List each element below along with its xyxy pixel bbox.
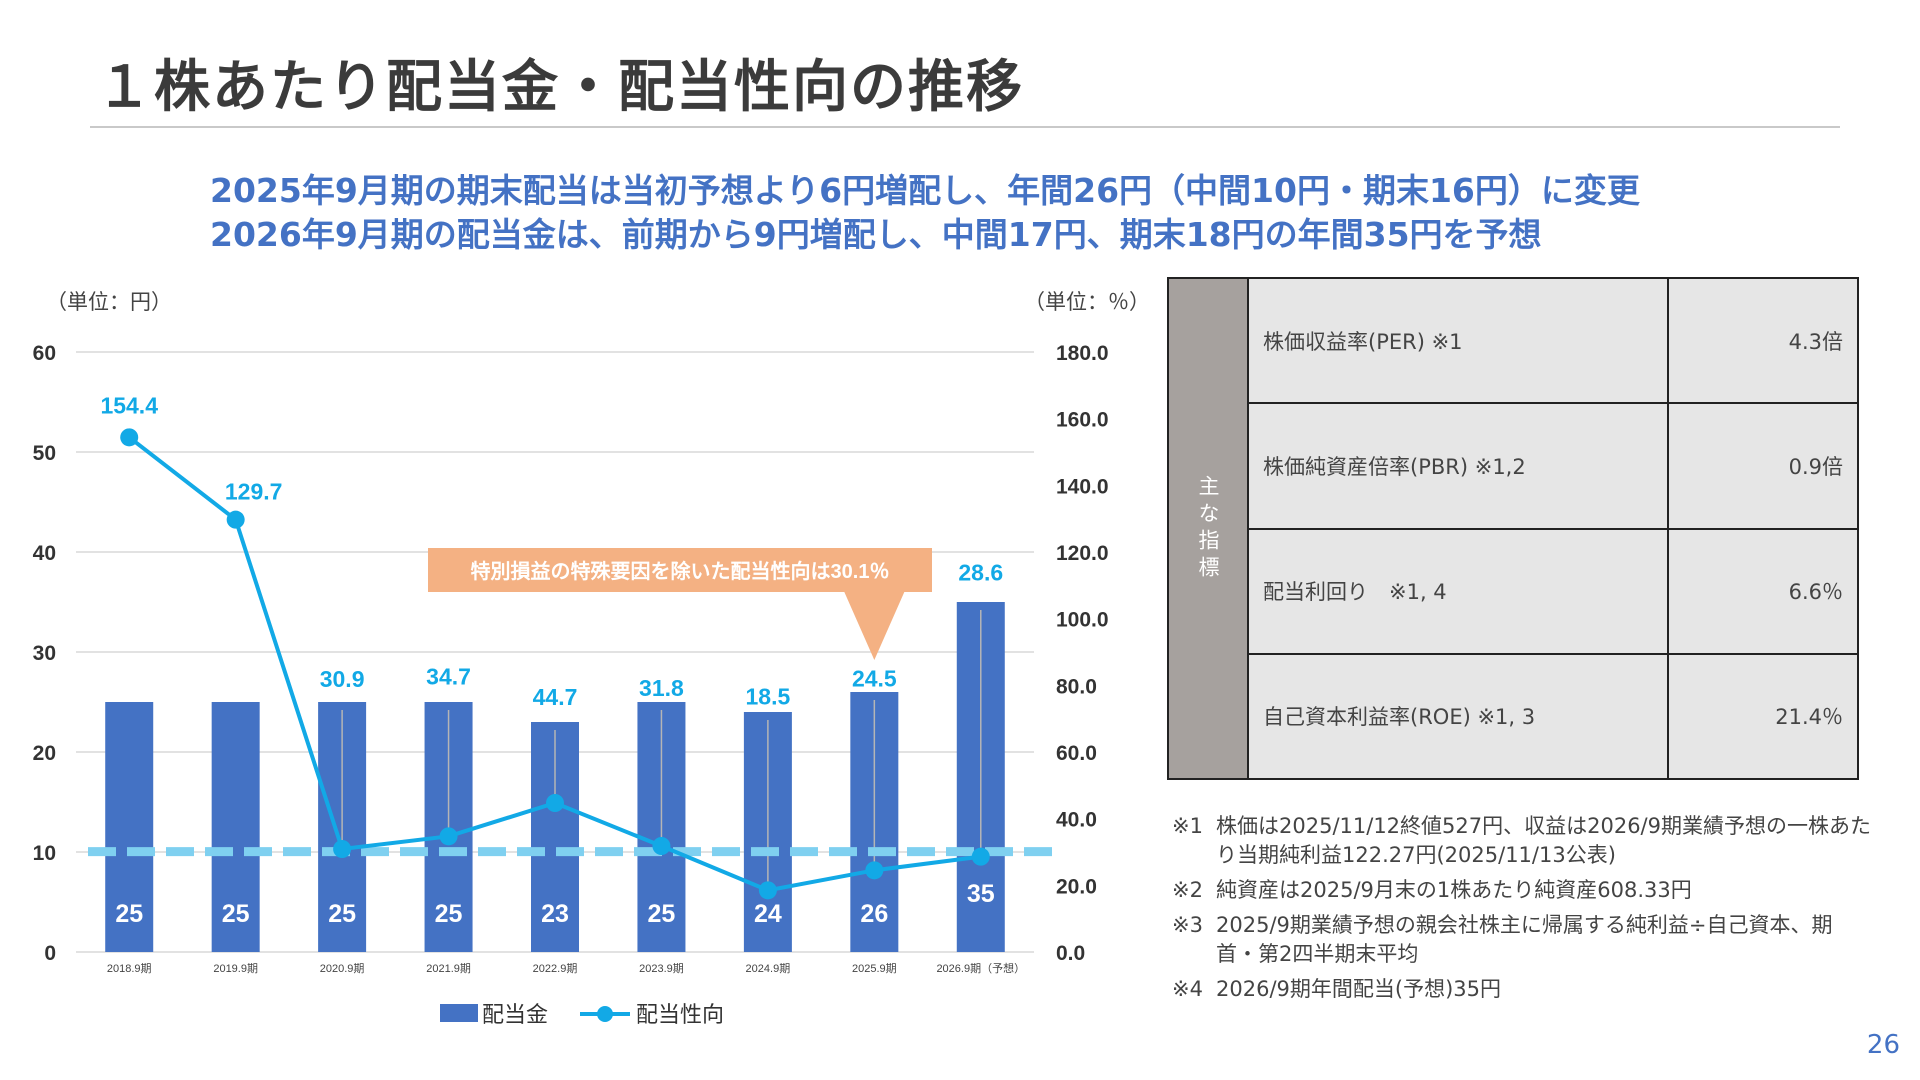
payout-ratio-point — [333, 840, 352, 858]
indicator-value-pbr: 0.9倍 — [1669, 404, 1857, 530]
payout-ratio-label: 18.5 — [746, 683, 791, 709]
payout-ratio-label: 28.6 — [958, 560, 1003, 586]
payout-ratio-point — [652, 837, 671, 855]
y-right-tick-label: 100.0 — [1056, 609, 1109, 632]
y-left-tick-label: 20 — [33, 742, 56, 765]
footnote: ※2 純資産は2025/9月末の1株あたり純資産608.33円 — [1172, 878, 1692, 902]
left-axis-unit: （単位：円） — [46, 290, 172, 314]
payout-ratio-label: 34.7 — [426, 663, 471, 689]
page-number: 26 — [1866, 1030, 1900, 1060]
title-divider — [90, 126, 1840, 128]
y-left-tick-label: 10 — [33, 842, 56, 865]
x-category-label: 2026.9期（予想） — [936, 961, 1025, 975]
x-category-label: 2018.9期 — [107, 962, 152, 975]
x-category-label: 2021.9期 — [426, 962, 471, 975]
callout-box — [428, 548, 932, 660]
payout-ratio-point — [226, 510, 245, 529]
bar-value-label: 25 — [222, 900, 250, 928]
x-category-label: 2023.9期 — [639, 962, 684, 975]
x-category-label: 2025.9期 — [852, 962, 897, 975]
indicator-name-pbr: 株価純資産倍率(PBR) ※1,2 — [1249, 404, 1669, 530]
subtitle-line-2: 2026年9月期の配当金は、前期から9円増配し、中間17円、期末18円の年間35… — [210, 215, 1542, 254]
subtitle-line-1: 2025年9月期の期末配当は当初予想より6円増配し、年間26円（中間10円・期末… — [210, 171, 1640, 210]
dividend-bar — [211, 702, 260, 952]
payout-ratio-label: 30.9 — [320, 666, 365, 692]
bar-value-label: 25 — [435, 900, 463, 928]
y-right-tick-label: 40.0 — [1056, 809, 1097, 832]
callout-text: 特別損益の特殊要因を除いた配当性向は30.1％ — [471, 559, 890, 583]
legend-bar-label: 配当金 — [482, 1002, 548, 1027]
indicator-value-per: 4.3倍 — [1669, 279, 1857, 405]
bar-value-label: 24 — [754, 900, 782, 928]
bar-value-label: 25 — [328, 900, 356, 928]
y-right-tick-label: 160.0 — [1056, 409, 1109, 432]
legend-line-marker — [597, 1006, 613, 1022]
legend-line-label: 配当性向 — [636, 1002, 724, 1027]
indicator-side-label: 主な指標 — [1169, 279, 1249, 778]
indicator-value-roe: 21.4％ — [1669, 654, 1857, 778]
bar-value-label: 23 — [541, 900, 569, 928]
payout-ratio-point — [865, 861, 884, 880]
y-right-tick-label: 120.0 — [1056, 542, 1109, 565]
footnote: ※1 株価は2025/11/12終値527円、収益は2026/9期業績予想の一株あ… — [1172, 814, 1871, 867]
y-right-tick-label: 0.0 — [1056, 942, 1085, 965]
indicator-name-per: 株価収益率(PER) ※1 — [1249, 279, 1669, 405]
payout-ratio-point — [120, 428, 139, 447]
bar-value-label: 26 — [860, 900, 888, 928]
payout-ratio-point — [971, 847, 990, 866]
x-category-label: 2022.9期 — [533, 962, 578, 975]
dividend-chart: 0 10 20 30 40 50 60 0.0 20.0 40.0 60.0 80.0 100.0 120… — [33, 342, 1109, 1027]
y-left-tick-label: 0 — [44, 942, 56, 965]
indicator-value-yield: 6.6％ — [1669, 529, 1857, 655]
y-right-tick-label: 140.0 — [1056, 475, 1109, 498]
x-category-label: 2019.9期 — [213, 962, 258, 975]
bar-value-label: 25 — [115, 900, 143, 928]
dividend-bar — [105, 702, 154, 952]
y-right-tick-label: 60.0 — [1056, 742, 1097, 765]
indicator-name-roe: 自己資本利益率(ROE) ※1, 3 — [1249, 654, 1669, 778]
payout-ratio-label: 154.4 — [100, 392, 158, 418]
y-left-tick-label: 50 — [33, 442, 56, 465]
y-right-tick-label: 20.0 — [1056, 875, 1097, 898]
y-right-tick-label: 80.0 — [1056, 675, 1097, 698]
payout-ratio-label: 44.7 — [533, 684, 578, 710]
payout-ratio-label: 31.8 — [639, 675, 684, 701]
bar-value-label: 25 — [648, 900, 676, 928]
right-axis-unit: （単位：％） — [1024, 290, 1150, 314]
page-title: １株あたり配当金・配当性向の推移 — [96, 55, 1024, 120]
bar-value-label: 35 — [967, 880, 995, 908]
footnotes: ※1 株価は2025/11/12終値527円、収益は2026/9期業績予想の一株あ… — [1172, 812, 1872, 1010]
footnote: ※4 2026/9期年間配当(予想)35円 — [1172, 977, 1501, 1001]
payout-ratio-point — [546, 794, 564, 812]
payout-ratio-point — [439, 827, 458, 846]
indicator-table: 主な指標 株価収益率(PER) ※1 4.3倍 株価純資産倍率(PBR) ※1,… — [1167, 277, 1859, 780]
footnote: ※3 2025/9期業績予想の親会社株主に帰属する純利益÷自己資本、期首・第2四半… — [1172, 913, 1833, 966]
payout-ratio-point — [758, 881, 777, 900]
payout-ratio-label: 24.5 — [852, 665, 897, 691]
indicator-name-yield: 配当利回り ※1, 4 — [1249, 529, 1669, 655]
x-category-label: 2024.9期 — [746, 962, 791, 975]
y-left-tick-label: 60 — [33, 342, 56, 365]
y-right-tick-label: 180.0 — [1056, 342, 1109, 365]
y-left-tick-label: 40 — [33, 542, 56, 565]
x-category-label: 2020.9期 — [320, 962, 365, 975]
payout-ratio-label: 129.7 — [225, 479, 283, 505]
y-left-tick-label: 30 — [33, 642, 56, 665]
legend-bar-swatch — [440, 1004, 478, 1022]
